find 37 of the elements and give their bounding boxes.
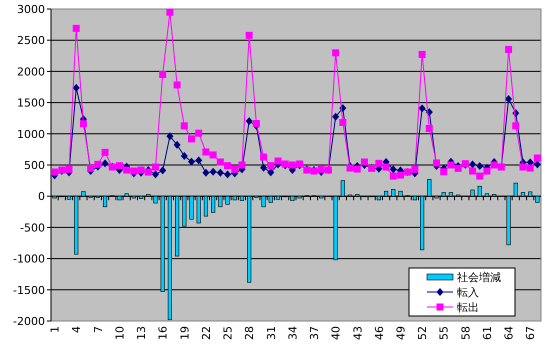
- y-tick-label: -2000: [13, 315, 45, 328]
- x-tick-label: 40: [330, 326, 343, 340]
- x-tick-label: 31: [264, 326, 278, 340]
- y-tick-label: 3000: [17, 3, 45, 16]
- x-tick-label: 55: [438, 326, 451, 340]
- y-tick-label: 1500: [17, 96, 45, 110]
- x-tick-label: 16: [156, 326, 170, 340]
- legend-label: 社会増減: [457, 271, 501, 284]
- x-tick-label: 7: [92, 326, 105, 333]
- legend-label: 転入: [457, 286, 479, 299]
- x-tick-label: 19: [178, 326, 192, 340]
- x-tick-label: 46: [372, 326, 386, 340]
- y-tick-label: 0: [38, 190, 45, 204]
- y-tick-label: 2000: [17, 65, 45, 78]
- x-tick-label: 43: [351, 326, 364, 340]
- y-tick-label: -1000: [13, 252, 45, 266]
- x-tick-label: 10: [113, 326, 126, 340]
- legend-label: 転出: [457, 301, 479, 314]
- x-tick-label: 49: [394, 326, 408, 340]
- x-tick-label: 34: [286, 326, 300, 340]
- x-tick-label: 52: [416, 326, 430, 340]
- x-tick-label: 64: [502, 326, 516, 340]
- x-tick-label: 13: [135, 326, 148, 340]
- x-tick-label: 67: [524, 326, 538, 340]
- y-tick-label: 1000: [17, 128, 45, 141]
- x-tick-label: 61: [480, 326, 494, 340]
- x-tick-label: 58: [459, 326, 472, 340]
- x-tick-label: 1: [48, 326, 62, 333]
- x-tick-label: 37: [308, 326, 322, 340]
- y-tick-label: -1500: [13, 284, 45, 297]
- x-tick-label: 4: [70, 326, 84, 333]
- y-tick-label: -500: [20, 221, 45, 234]
- y-tick-label: 2500: [17, 34, 45, 48]
- x-tick-label: 28: [243, 326, 256, 340]
- x-tick-label: 25: [222, 326, 235, 340]
- x-tick-label: 22: [200, 326, 213, 340]
- y-tick-label: 500: [24, 159, 45, 172]
